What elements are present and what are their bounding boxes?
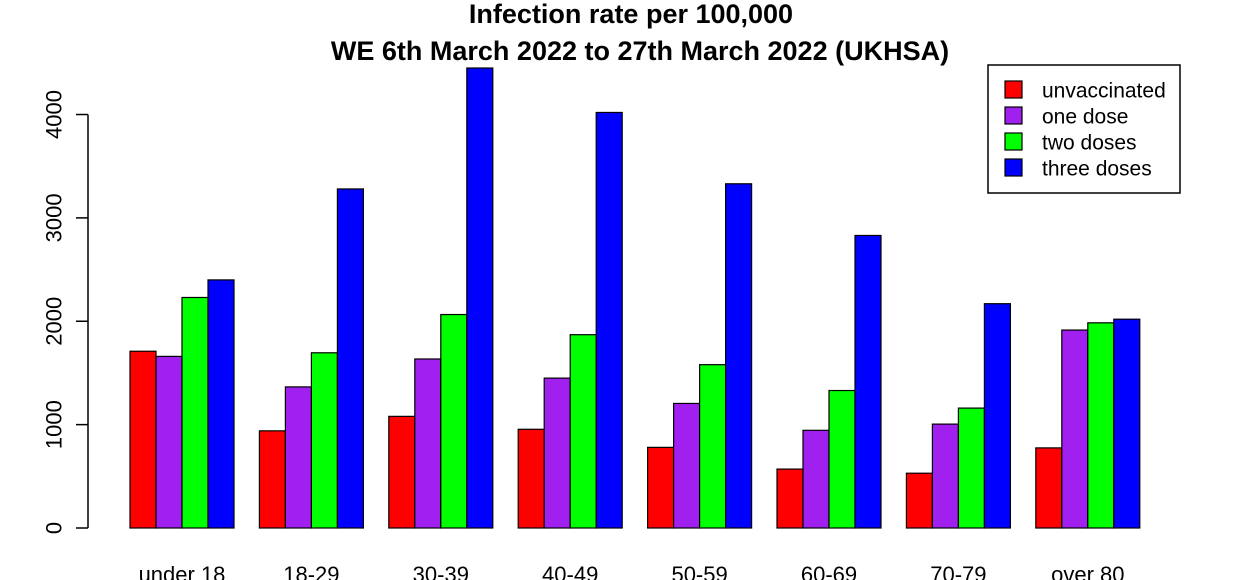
bar-unvaccinated-40-49 — [517, 428, 545, 529]
bar-unvaccinated-18-29 — [258, 430, 286, 529]
bar-two-doses-40-49 — [569, 334, 597, 529]
bar-two-doses-30-39 — [440, 313, 468, 529]
bar-unvaccinated-50-59 — [646, 446, 675, 529]
bar-one-dose-under-18 — [155, 355, 183, 529]
bar-one-dose-70-79 — [931, 423, 960, 529]
bar-three-doses-60-69 — [854, 234, 882, 529]
legend-label: two doses — [1042, 131, 1137, 154]
bar-two-doses-60-69 — [828, 389, 856, 529]
legend-label: one dose — [1042, 105, 1128, 128]
x-tick-label: 50-59 — [671, 562, 727, 580]
bar-two-doses-70-79 — [957, 407, 986, 529]
bar-three-doses-over-80 — [1113, 318, 1141, 529]
bar-three-doses-18-29 — [336, 188, 364, 529]
legend-swatch — [1004, 106, 1023, 125]
bar-two-doses-18-29 — [310, 352, 338, 529]
y-tick-label: 2000 — [42, 297, 67, 346]
y-tick-label: 1000 — [42, 400, 67, 449]
bar-one-dose-over-80 — [1061, 329, 1089, 529]
bar-three-doses-30-39 — [466, 67, 494, 529]
bar-three-doses-under-18 — [207, 279, 235, 529]
bar-unvaccinated-30-39 — [388, 415, 416, 529]
x-tick-label: under 18 — [139, 562, 226, 580]
bar-unvaccinated-under-18 — [129, 350, 157, 529]
chart-subtitle: WE 6th March 2022 to 27th March 2022 (UK… — [331, 36, 949, 66]
bar-two-doses-under-18 — [181, 296, 209, 529]
bar-two-doses-over-80 — [1087, 322, 1115, 529]
x-tick-label: 18-29 — [283, 562, 339, 580]
bar-one-dose-60-69 — [802, 429, 830, 529]
legend-swatch — [1004, 158, 1023, 177]
bar-two-doses-50-59 — [698, 364, 727, 529]
x-tick-label: 40-49 — [542, 562, 598, 580]
bar-unvaccinated-60-69 — [776, 468, 804, 529]
bar-one-dose-18-29 — [284, 386, 312, 529]
bars — [129, 67, 1141, 529]
y-tick-label: 4000 — [42, 90, 67, 139]
x-tick-label: 60-69 — [801, 562, 857, 580]
y-tick-label: 0 — [42, 522, 67, 534]
y-tick-label: 3000 — [42, 193, 67, 242]
x-axis-labels: under 18 18-29 30-39 40-49 50-59 60-69 70-79 ov… — [139, 562, 1125, 580]
x-tick-label: 70-79 — [930, 562, 986, 580]
legend-swatch — [1004, 80, 1023, 99]
legend-swatch — [1004, 132, 1023, 151]
bar-three-doses-50-59 — [724, 183, 753, 529]
bar-three-doses-70-79 — [983, 303, 1012, 529]
legend-label: unvaccinated — [1042, 79, 1166, 102]
bar-unvaccinated-70-79 — [905, 472, 934, 529]
legend-label: three doses — [1042, 157, 1152, 180]
bar-one-dose-30-39 — [414, 358, 442, 529]
x-tick-label: over 80 — [1051, 562, 1124, 580]
chart-title: Infection rate per 100,000 — [469, 0, 793, 29]
y-axis: 0 1000 2000 3000 4000 — [42, 90, 89, 534]
bar-one-dose-50-59 — [672, 402, 701, 529]
bar-one-dose-40-49 — [543, 377, 571, 529]
bar-three-doses-40-49 — [595, 111, 623, 529]
legend: unvaccinated one dose two doses three doses — [987, 64, 1181, 194]
x-tick-label: 30-39 — [413, 562, 469, 580]
bar-unvaccinated-over-80 — [1035, 447, 1063, 529]
